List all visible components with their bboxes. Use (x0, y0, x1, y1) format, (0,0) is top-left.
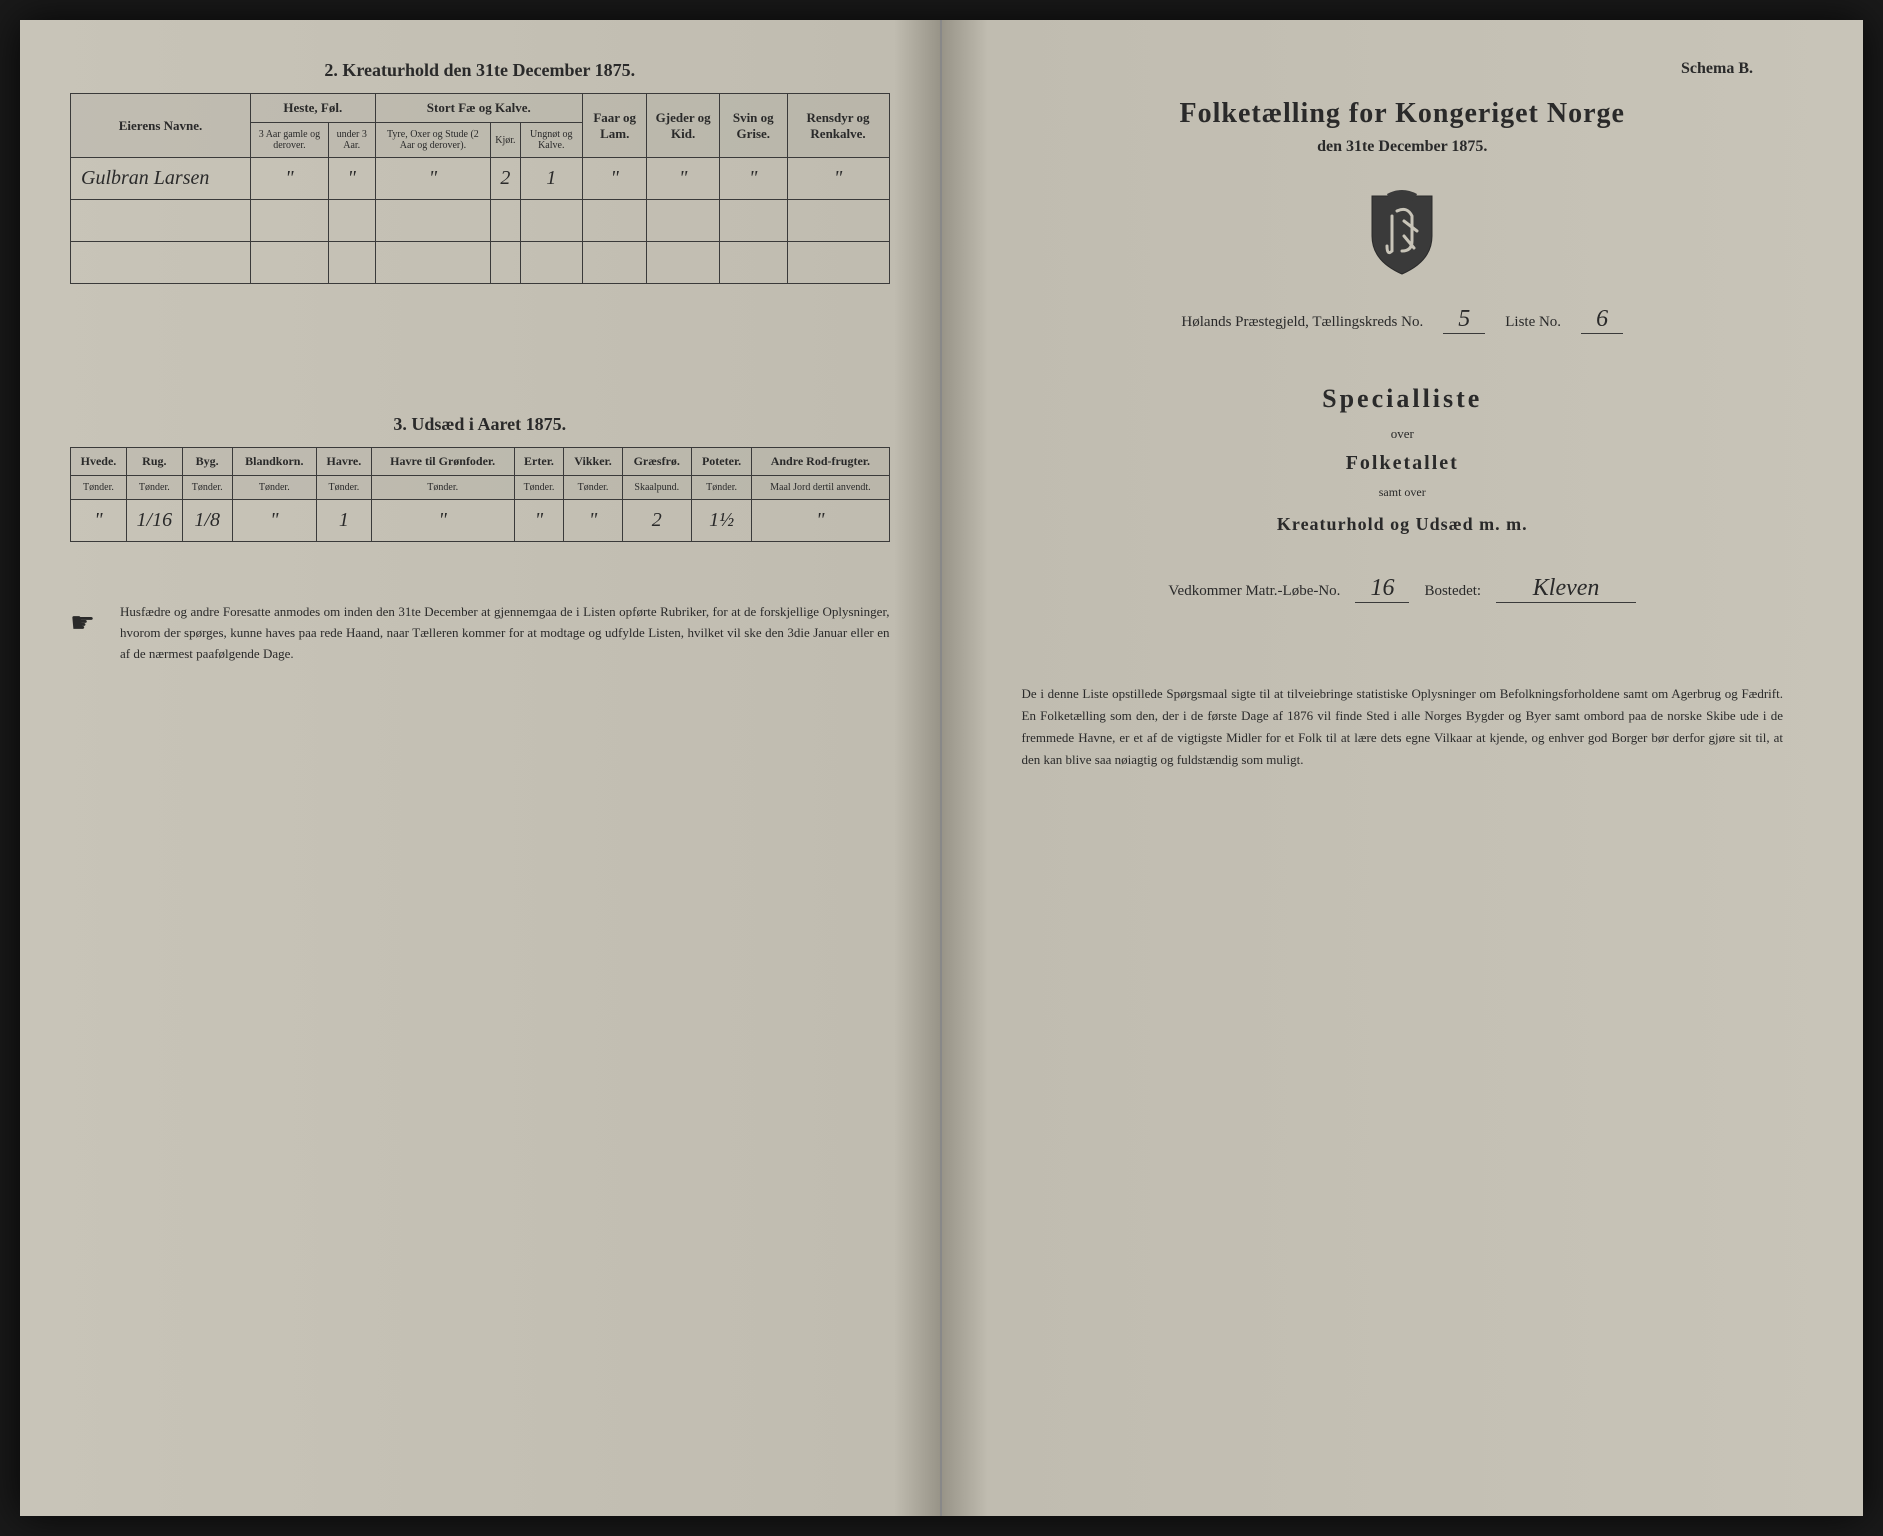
main-title: Folketælling for Kongeriget Norge (992, 98, 1814, 130)
district-label: Hølands Præstegjeld, Tællingskreds No. (1181, 314, 1423, 331)
district-line: Hølands Præstegjeld, Tællingskreds No. 5… (992, 306, 1814, 334)
th: Blandkorn. (232, 448, 316, 476)
cell: 1/8 (182, 500, 232, 542)
th-h2: under 3 Aar. (328, 123, 375, 158)
unit: Tønder. (564, 476, 622, 500)
over: over (992, 426, 1814, 442)
unit: Tønder. (232, 476, 316, 500)
unit: Tønder. (514, 476, 564, 500)
th-s2: Kjør. (491, 123, 520, 158)
cell: " (787, 158, 889, 200)
bosted-name: Kleven (1496, 575, 1636, 603)
th: Poteter. (691, 448, 751, 476)
th: Byg. (182, 448, 232, 476)
th-s1: Tyre, Oxer og Stude (2 Aar og derover). (375, 123, 491, 158)
specialliste: Specialliste (992, 384, 1814, 414)
cell: " (647, 158, 720, 200)
th: Rug. (126, 448, 182, 476)
unit: Tønder. (691, 476, 751, 500)
cell: " (328, 158, 375, 200)
matr-label: Vedkommer Matr.-Løbe-No. (1168, 583, 1340, 600)
right-footer: De i denne Liste opstillede Spørgsmaal s… (992, 683, 1814, 771)
th-sheep: Faar og Lam. (583, 94, 647, 158)
left-page: 2. Kreaturhold den 31te December 1875. E… (20, 20, 942, 1516)
th: Hvede. (71, 448, 127, 476)
kreatur: Kreaturhold og Udsæd m. m. (992, 514, 1814, 535)
th-cattle: Stort Fæ og Kalve. (375, 94, 582, 123)
unit: Tønder. (71, 476, 127, 500)
district-no: 5 (1443, 306, 1485, 334)
section3-title: 3. Udsæd i Aaret 1875. (70, 414, 890, 435)
th-reindeer: Rensdyr og Renkalve. (787, 94, 889, 158)
cell: 2 (622, 500, 691, 542)
livestock-row: Gulbran Larsen " " " 2 1 " " " " (71, 158, 890, 200)
cell: " (371, 500, 514, 542)
unit: Tønder. (126, 476, 182, 500)
cell: 2 (491, 158, 520, 200)
unit: Tønder. (182, 476, 232, 500)
th: Græsfrø. (622, 448, 691, 476)
cell: " (564, 500, 622, 542)
th-s3: Ungnøt og Kalve. (520, 123, 583, 158)
unit: Skaalpund. (622, 476, 691, 500)
right-page: Schema B. Folketælling for Kongeriget No… (942, 20, 1864, 1516)
cell: " (232, 500, 316, 542)
th: Andre Rod-frugter. (752, 448, 889, 476)
th-owner: Eierens Navne. (71, 94, 251, 158)
list-no: 6 (1581, 306, 1623, 334)
th: Erter. (514, 448, 564, 476)
cell: " (514, 500, 564, 542)
coat-of-arms-icon (1362, 186, 1442, 276)
samt: samt over (992, 485, 1814, 500)
unit: Tønder. (371, 476, 514, 500)
folketallet: Folketallet (992, 452, 1814, 475)
livestock-table: Eierens Navne. Heste, Føl. Stort Fæ og K… (70, 93, 890, 284)
section2-title: 2. Kreaturhold den 31te December 1875. (70, 60, 890, 81)
schema-label: Schema B. (992, 60, 1814, 78)
owner-name: Gulbran Larsen (71, 158, 251, 200)
seed-row: " 1/16 1/8 " 1 " " " 2 1½ " (71, 500, 890, 542)
seed-table: Hvede. Rug. Byg. Blandkorn. Havre. Havre… (70, 447, 890, 542)
document-spread: 2. Kreaturhold den 31te December 1875. E… (20, 20, 1863, 1516)
left-footer: ☛ Husfædre og andre Foresatte anmodes om… (70, 602, 890, 664)
cell: 1 (316, 500, 371, 542)
vedkommer-line: Vedkommer Matr.-Løbe-No. 16 Bostedet: Kl… (992, 575, 1814, 603)
cell: " (375, 158, 491, 200)
th: Havre til Grønfoder. (371, 448, 514, 476)
cell: " (251, 158, 329, 200)
subtitle: den 31te December 1875. (992, 138, 1814, 156)
th-horses: Heste, Føl. (251, 94, 376, 123)
cell: " (719, 158, 787, 200)
empty-row (71, 242, 890, 284)
matr-no: 16 (1355, 575, 1409, 603)
list-label: Liste No. (1505, 314, 1561, 331)
th: Vikker. (564, 448, 622, 476)
cell: " (752, 500, 889, 542)
cell: " (583, 158, 647, 200)
th-goats: Gjeder og Kid. (647, 94, 720, 158)
empty-row (71, 200, 890, 242)
cell: 1/16 (126, 500, 182, 542)
unit: Tønder. (316, 476, 371, 500)
th-pigs: Svin og Grise. (719, 94, 787, 158)
cell: 1½ (691, 500, 751, 542)
pointing-hand-icon: ☛ (70, 602, 95, 647)
th: Havre. (316, 448, 371, 476)
cell: 1 (520, 158, 583, 200)
bosted-label: Bostedet: (1424, 583, 1481, 600)
unit: Maal Jord dertil anvendt. (752, 476, 889, 500)
cell: " (71, 500, 127, 542)
th-h1: 3 Aar gamle og derover. (251, 123, 329, 158)
footer-text: Husfædre og andre Foresatte anmodes om i… (120, 604, 890, 661)
